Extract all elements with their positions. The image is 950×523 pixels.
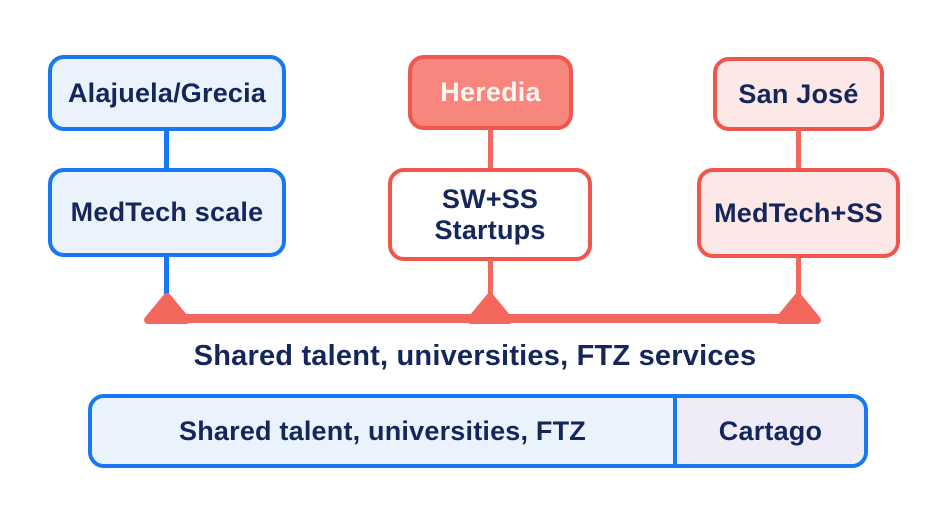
junction-triangle-left bbox=[144, 293, 190, 324]
node-sw-ss-startups: SW+SS Startups bbox=[388, 168, 592, 261]
footer-right-cell-cartago: Cartago bbox=[673, 398, 864, 464]
connector-sanjose-bottom bbox=[796, 256, 801, 298]
node-sw-ss-startups-line2: Startups bbox=[434, 214, 546, 245]
junction-triangle-right bbox=[775, 293, 821, 324]
connector-sanjose-top bbox=[796, 129, 801, 170]
node-sw-ss-startups-line1: SW+SS bbox=[441, 184, 539, 215]
connector-alajuela-bottom bbox=[164, 255, 169, 300]
node-heredia: Heredia bbox=[408, 55, 573, 130]
node-medtech-ss: MedTech+SS bbox=[697, 168, 900, 258]
connector-heredia-top bbox=[488, 128, 493, 170]
node-alajuela-grecia-label: Alajuela/Grecia bbox=[67, 77, 267, 108]
shared-services-caption: Shared talent, universities, FTZ service… bbox=[193, 340, 757, 372]
node-san-jose: San José bbox=[713, 57, 884, 131]
node-medtech-scale: MedTech scale bbox=[48, 168, 286, 257]
node-medtech-scale-label: MedTech scale bbox=[70, 197, 264, 228]
footer-right-label: Cartago bbox=[718, 415, 823, 446]
node-san-jose-label: San José bbox=[738, 78, 859, 109]
footer-left-cell: Shared talent, universities, FTZ bbox=[92, 398, 673, 464]
connector-alajuela-top bbox=[164, 129, 169, 170]
footer-left-label: Shared talent, universities, FTZ bbox=[179, 415, 586, 446]
node-medtech-ss-label: MedTech+SS bbox=[714, 197, 883, 228]
junction-triangle-middle bbox=[467, 293, 513, 324]
node-alajuela-grecia: Alajuela/Grecia bbox=[48, 55, 286, 131]
node-heredia-label: Heredia bbox=[440, 77, 541, 108]
connector-heredia-bottom bbox=[488, 259, 493, 300]
footer-box: Shared talent, universities, FTZ Cartago bbox=[88, 394, 868, 468]
